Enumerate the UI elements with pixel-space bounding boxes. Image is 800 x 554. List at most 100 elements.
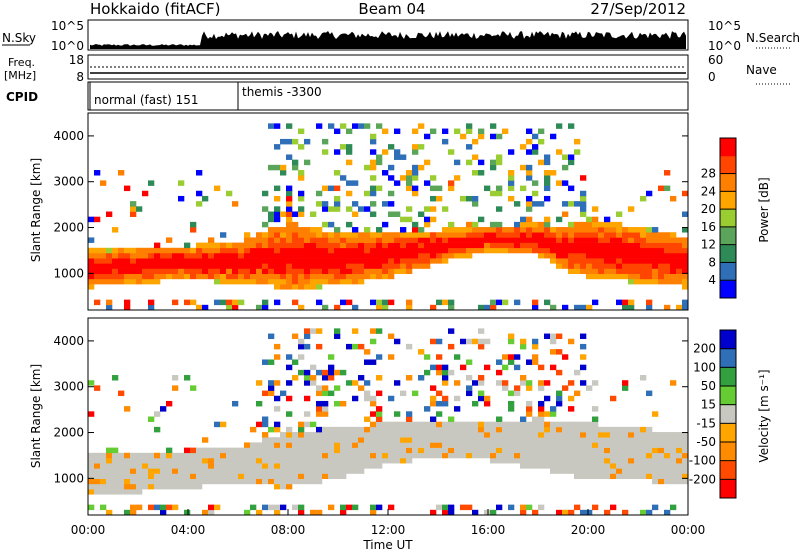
data-cell	[622, 252, 629, 259]
data-cell	[436, 185, 443, 192]
data-cell	[214, 478, 221, 485]
data-cell	[574, 457, 581, 464]
data-cell	[418, 426, 425, 433]
data-cell	[658, 432, 665, 438]
data-cell	[610, 504, 617, 511]
data-cell	[550, 247, 557, 254]
data-cell	[166, 463, 173, 469]
colorbar-frame	[719, 137, 737, 299]
data-cell	[610, 473, 617, 480]
data-cell	[298, 278, 305, 285]
data-cell	[352, 328, 359, 334]
data-cell	[202, 473, 209, 480]
data-cell	[502, 442, 509, 448]
data-cell	[658, 447, 665, 454]
data-cell	[544, 463, 551, 469]
data-cell	[556, 468, 563, 474]
data-cell	[274, 421, 281, 428]
data-cell	[430, 364, 437, 371]
data-cell	[202, 463, 209, 469]
data-cell	[310, 468, 317, 474]
data-cell	[610, 468, 617, 474]
data-cell	[580, 195, 587, 202]
data-cell	[346, 128, 353, 135]
data-cell	[256, 509, 263, 516]
data-cell	[112, 273, 119, 280]
data-cell	[316, 227, 323, 233]
y-tick-label: 2000	[53, 221, 84, 235]
data-cell	[364, 442, 371, 448]
data-cell	[538, 138, 545, 145]
data-cell	[442, 400, 449, 407]
data-cell	[208, 452, 215, 459]
data-cell	[376, 437, 383, 443]
data-cell	[286, 123, 293, 129]
data-cell	[310, 437, 317, 443]
data-cell	[550, 463, 557, 469]
data-cell	[154, 473, 161, 480]
data-cell	[628, 299, 635, 306]
data-cell	[442, 299, 449, 306]
data-cell	[394, 232, 401, 238]
y-tick-label: 1000	[53, 266, 84, 280]
data-cell	[448, 437, 455, 443]
data-cell	[340, 369, 347, 376]
data-cell	[364, 164, 371, 171]
data-cell	[526, 463, 533, 469]
data-cell	[214, 268, 221, 275]
data-cell	[472, 247, 479, 254]
data-cell	[544, 442, 551, 448]
data-cell	[334, 149, 341, 155]
data-cell	[322, 138, 329, 145]
data-cell	[538, 221, 545, 228]
data-cell	[670, 457, 677, 464]
data-cell	[166, 457, 173, 464]
data-cell	[382, 258, 389, 264]
data-cell	[88, 278, 95, 285]
data-cell	[424, 216, 431, 223]
data-cell	[112, 468, 119, 474]
data-cell	[334, 437, 341, 443]
data-cell	[106, 483, 113, 490]
data-cell	[328, 206, 335, 212]
data-cell	[640, 278, 647, 285]
data-cell	[202, 268, 209, 275]
data-cell	[376, 304, 383, 311]
data-cell	[292, 473, 299, 480]
data-cell	[268, 447, 275, 454]
data-cell	[490, 437, 497, 443]
data-cell	[88, 247, 95, 254]
data-cell	[484, 242, 491, 249]
data-cell	[544, 252, 551, 259]
data-cell	[244, 268, 251, 275]
data-cell	[334, 426, 341, 433]
data-cell	[244, 247, 251, 254]
data-cell	[316, 278, 323, 285]
data-cell	[424, 180, 431, 186]
data-cell	[466, 128, 473, 135]
data-cell	[286, 278, 293, 285]
data-cell	[484, 338, 491, 345]
data-cell	[394, 237, 401, 243]
data-cell	[160, 504, 167, 511]
data-cell	[118, 452, 125, 459]
data-cell	[352, 263, 359, 269]
data-cell	[196, 190, 203, 197]
data-cell	[370, 432, 377, 438]
data-cell	[466, 252, 473, 259]
data-cell	[478, 242, 485, 249]
data-cell	[580, 211, 587, 217]
data-cell	[610, 437, 617, 443]
data-cell	[466, 504, 473, 511]
data-cell	[202, 457, 209, 464]
data-cell	[526, 221, 533, 228]
velocity-marks	[88, 328, 689, 516]
data-cell	[394, 128, 401, 135]
data-cell	[550, 258, 557, 264]
data-cell	[238, 252, 245, 259]
data-cell	[148, 416, 155, 422]
data-cell	[586, 437, 593, 443]
data-cell	[682, 299, 689, 306]
data-cell	[370, 437, 377, 443]
data-cell	[346, 437, 353, 443]
